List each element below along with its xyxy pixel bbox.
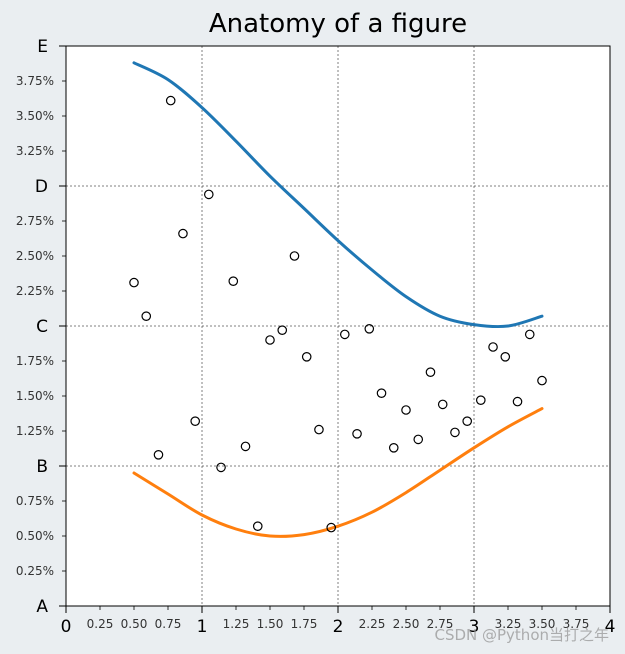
y-major-tick-label: B: [36, 457, 48, 477]
x-major-tick-label: 0: [61, 617, 72, 637]
y-axis: A B C D E 0.25% 0.50% 0.75% 1.25% 1.50% 1.75% 2.25%…: [16, 37, 66, 617]
scatter-point: [488, 342, 498, 352]
x-minor-tick-label: 0.50: [121, 617, 148, 631]
scatter-point: [252, 521, 263, 531]
y-minor-tick-label: 2.75%: [16, 214, 54, 228]
scatter-point: [277, 325, 288, 335]
scatter-point: [165, 95, 176, 106]
y-minor-tick-label: 3.25%: [16, 144, 54, 158]
scatter-point: [240, 441, 251, 452]
scatter-point: [326, 522, 336, 533]
scatter-point: [204, 189, 214, 200]
y-minor-tick-label: 3.75%: [16, 74, 54, 88]
y-major-tick-label: D: [35, 177, 48, 197]
y-minor-tick-label: 2.50%: [16, 249, 54, 263]
scatter-point: [265, 335, 275, 345]
scatter-point: [462, 416, 472, 426]
scatter-point: [339, 329, 350, 340]
x-minor-tick-label: 1.50: [257, 617, 284, 631]
scatter-point: [216, 462, 226, 473]
scatter-point: [289, 251, 300, 261]
series-layer: [132, 61, 544, 538]
x-minor-tick-label: 2.25: [359, 617, 386, 631]
scatter-point: [475, 395, 486, 405]
scatter-point: [524, 329, 535, 340]
scatter-point: [512, 396, 523, 407]
x-major-tick-label: 4: [605, 617, 616, 637]
x-minor-tick-label: 3.50: [529, 617, 556, 631]
scatter-point: [314, 424, 324, 435]
scatter-point: [437, 399, 448, 410]
y-major-tick-label: E: [37, 37, 48, 57]
x-minor-tick-label: 1.75: [291, 617, 318, 631]
series-line-2: [132, 407, 544, 538]
scatter-point: [401, 405, 411, 415]
x-minor-tick-label: 1.25: [223, 617, 250, 631]
scatter-point: [413, 434, 424, 445]
y-minor-tick-label: 2.25%: [16, 284, 54, 298]
x-minor-tick-label: 0.25: [87, 617, 114, 631]
y-major-tick-label: A: [36, 597, 48, 617]
scatter-point: [537, 375, 547, 386]
x-minor-tick-label: 3.75: [563, 617, 590, 631]
x-major-tick-label: 1: [197, 617, 208, 637]
scatter-point: [129, 277, 139, 288]
y-major-tick-label: C: [36, 317, 48, 337]
y-minor-tick-label: 0.25%: [16, 564, 54, 578]
x-minor-tick-label: 3.25: [495, 617, 522, 631]
scatter-point: [500, 351, 511, 362]
y-minor-tick-label: 0.50%: [16, 529, 54, 543]
scatter-point: [376, 388, 387, 398]
watermark: CSDN @Python当打之年: [434, 626, 609, 644]
scatter-point: [450, 427, 460, 438]
scatter-point: [178, 228, 188, 239]
scatter-point: [228, 276, 239, 286]
y-minor-tick-label: 0.75%: [16, 494, 54, 508]
x-major-tick-label: 3: [469, 617, 480, 637]
scatter-point: [301, 351, 312, 362]
scatter-point: [190, 416, 200, 426]
y-minor-tick-label: 1.25%: [16, 424, 54, 438]
y-minor-tick-label: 3.50%: [16, 109, 54, 123]
scatter-point: [425, 367, 436, 377]
x-minor-tick-label: 0.75: [155, 617, 182, 631]
chart-title: Anatomy of a figure: [209, 9, 467, 39]
scatter-point: [388, 442, 399, 453]
x-major-tick-label: 2: [333, 617, 344, 637]
x-minor-tick-label: 2.50: [393, 617, 420, 631]
x-minor-tick-label: 2.75: [427, 617, 454, 631]
series-line-1: [132, 61, 544, 329]
y-minor-tick-label: 1.50%: [16, 389, 54, 403]
scatter-point: [141, 311, 152, 321]
grid-lines: [66, 46, 610, 606]
scatter-layer: [129, 95, 547, 533]
scatter-point: [352, 428, 362, 439]
x-axis: 0 1 2 3 4 0.25 0.50 0.75 1.25 1.50 1.75 2.25 2.50 2.7…: [61, 606, 616, 637]
scatter-point: [364, 323, 375, 334]
scatter-point: [153, 449, 164, 460]
y-minor-tick-label: 1.75%: [16, 354, 54, 368]
